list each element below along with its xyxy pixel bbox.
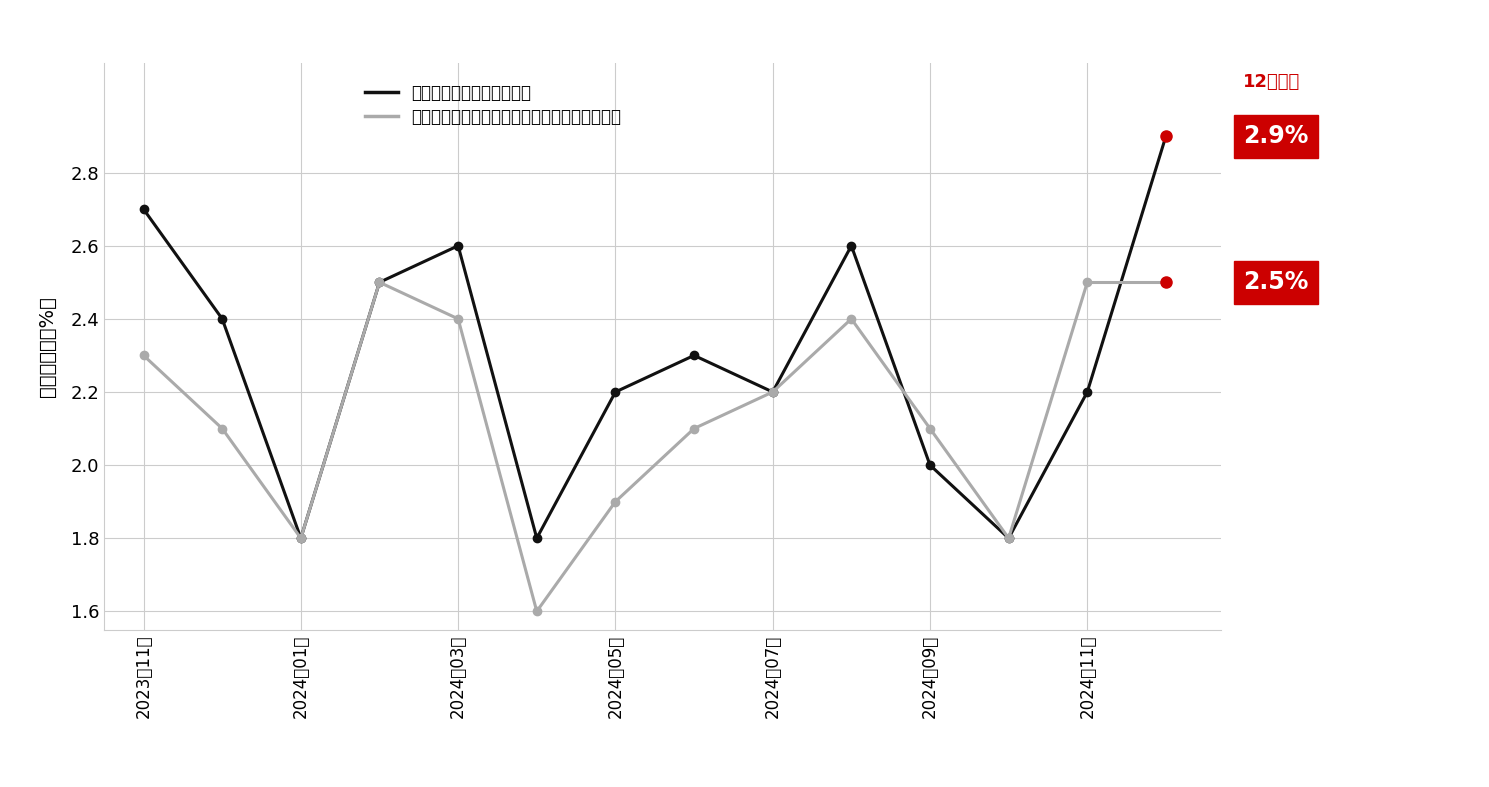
Y-axis label: インフレ率（%）: インフレ率（%）: [37, 296, 57, 397]
Legend: 東京都区部消費者物価指数, 東京都区部消費者物価指数（生鮮食料品除く）: 東京都区部消費者物価指数, 東京都区部消費者物価指数（生鮮食料品除く）: [359, 77, 628, 133]
Text: 12月予想: 12月予想: [1243, 72, 1300, 91]
Text: 2.9%: 2.9%: [1243, 124, 1309, 148]
Text: 2.5%: 2.5%: [1243, 270, 1309, 294]
